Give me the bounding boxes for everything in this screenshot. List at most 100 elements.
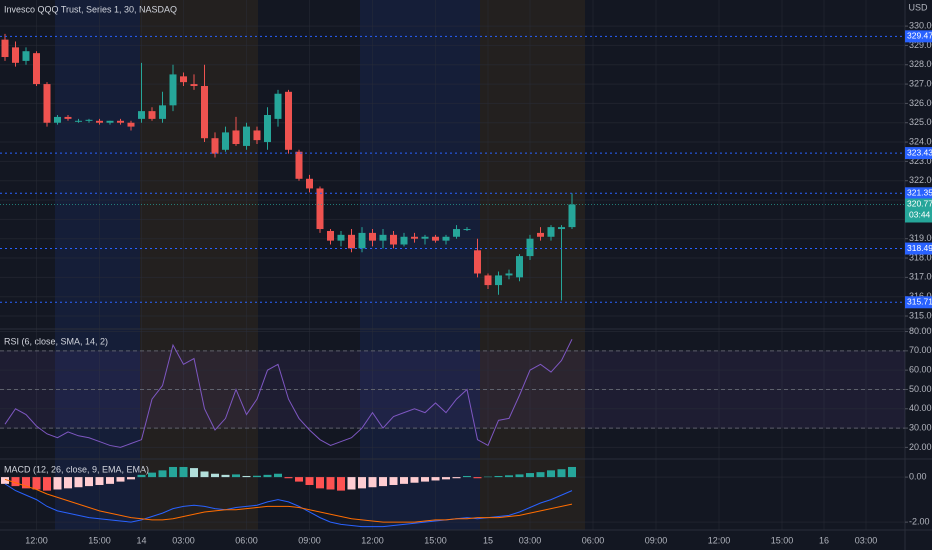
x-tick-label: 14 [136,535,146,545]
candle-body [369,232,376,241]
y-tick-label: 323.00 [909,156,932,166]
y-tick-label: 318.00 [909,252,932,262]
x-tick-label: 06:00 [582,535,605,545]
candle-body [285,91,292,150]
histogram-bar [53,477,62,490]
histogram-bar [347,477,356,490]
candle-body [75,120,82,122]
price-level-tag [905,147,932,160]
candle-body [432,236,439,241]
x-tick-label: 15 [483,535,493,545]
histogram-bar [190,468,198,478]
macd-title: MACD (12, 26, close, 9, EMA, EMA) [4,464,149,474]
candle-body [348,234,355,249]
chart-title: Invesco QQQ Trust, Series 1, 30, NASDAQ [4,4,177,14]
candle-body [463,229,471,231]
y-tick-label: 30.00 [909,422,932,432]
x-tick-label: 12:00 [361,535,384,545]
candle-body [537,232,544,237]
candle-body [85,119,93,121]
histogram-bar [95,477,104,485]
histogram-bar [463,475,471,478]
last-price-label: 320.77 [907,199,932,209]
histogram-bar [274,473,282,478]
x-tick-label: 03:00 [172,535,195,545]
candle-body [33,53,40,85]
price-level-tag [905,242,932,255]
histogram-bar [242,475,251,478]
histogram-bar [253,475,261,478]
candle-body [138,111,145,119]
histogram-bar [484,476,492,478]
candle-body [358,232,366,249]
histogram-bar [22,477,30,489]
histogram-bar [263,474,272,478]
candle-body [547,227,555,237]
histogram-bar [11,477,20,487]
histogram-bar [74,477,83,488]
price-level-tag [905,187,932,200]
y-tick-label: -2.00 [909,516,930,526]
histogram-bar [284,477,293,479]
candle-body [106,120,114,123]
candle-body [169,74,177,106]
candle-body [337,234,345,241]
candle-body [442,236,450,241]
session-band [360,0,480,530]
y-tick-label: 70.00 [909,345,932,355]
candle-body [159,105,166,119]
price-level-label: 318.49 [907,243,932,253]
y-tick-label: 319.00 [909,233,932,243]
candle-body [390,234,397,245]
last-price-tag [905,198,932,223]
candle-body [211,138,219,154]
candle-body [243,126,250,146]
candle-body [306,178,313,189]
x-tick-label: 16 [819,535,829,545]
histogram-bar [127,477,135,480]
candle-body [516,256,523,278]
candle-body [421,236,429,239]
candle-body [558,227,565,230]
histogram-bar [232,474,240,478]
session-band [140,0,258,530]
candle-body [117,120,124,123]
price-level-tag [905,296,932,309]
histogram-bar [295,477,303,482]
histogram-bar [148,472,156,478]
histogram-bar [452,477,461,479]
histogram-bar [1,477,9,484]
y-tick-label: 330.00 [909,20,932,30]
price-level-tag [905,30,932,43]
candle-body [22,51,30,61]
histogram-bar [305,477,314,485]
candle-body [232,130,240,144]
session-band [480,0,585,530]
histogram-bar [106,477,114,484]
histogram-bar [316,477,324,489]
x-tick-label: 03:00 [855,535,878,545]
candle-body [253,130,261,141]
y-tick-label: 322.00 [909,175,932,185]
candle-body [12,47,19,63]
y-tick-label: 329.00 [909,40,932,50]
histogram-bar [410,477,419,483]
candle-body [495,275,502,286]
signal-line [4,478,573,523]
histogram-bar [547,470,555,478]
histogram-bar [536,472,545,478]
histogram-bar [211,473,219,478]
candle-body [64,116,72,119]
histogram-bar [85,477,93,487]
candle-body [127,122,135,127]
session-band [55,0,140,530]
histogram-bar [158,470,167,478]
histogram-bar [557,469,566,478]
histogram-bar [568,466,576,478]
candle-body [201,86,208,139]
histogram-bar [169,466,177,478]
histogram-bar [200,471,209,478]
candle-body [1,39,9,58]
